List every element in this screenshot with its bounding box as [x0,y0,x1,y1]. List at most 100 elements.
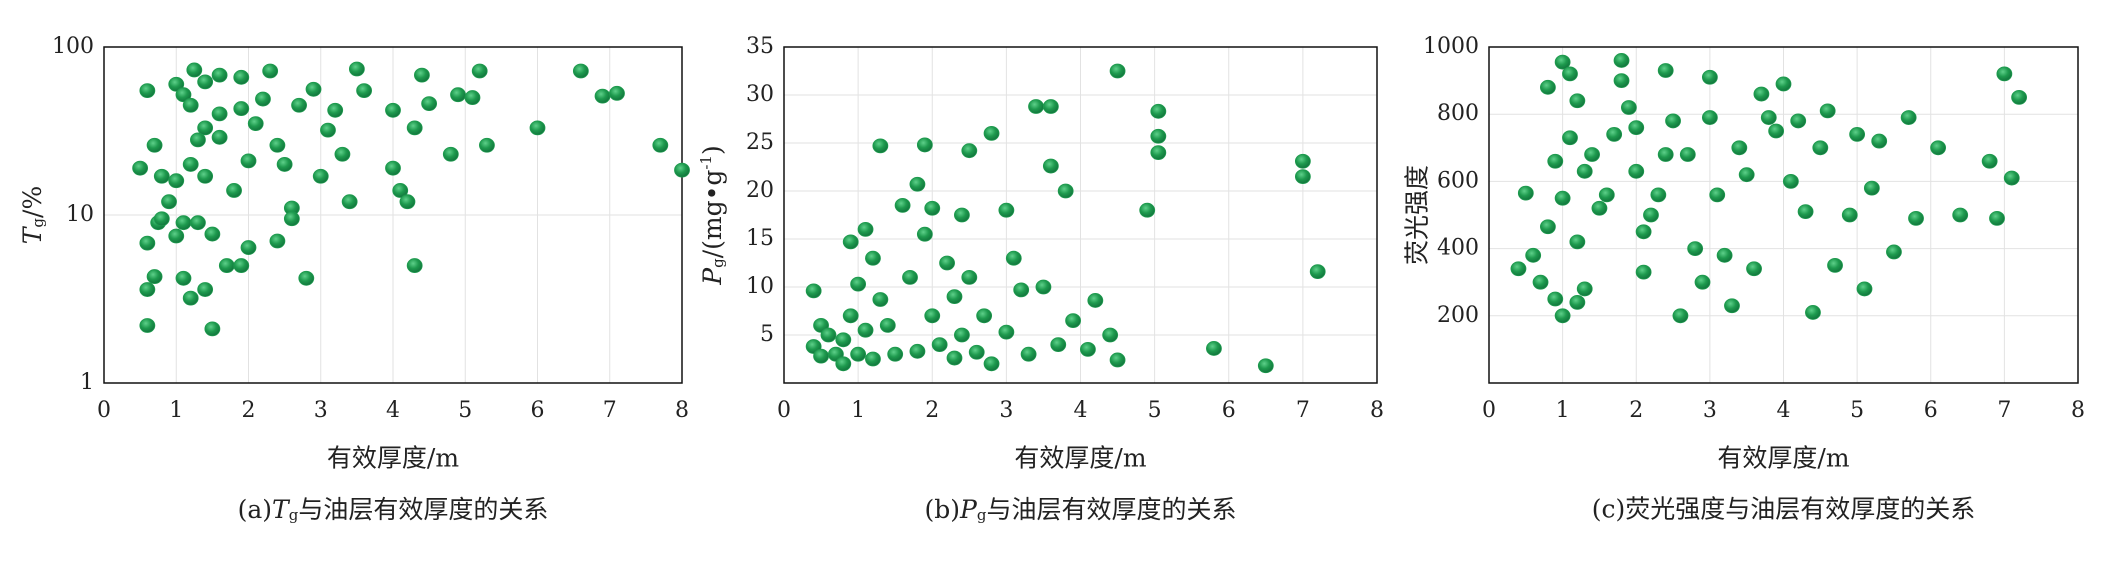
scatter-point [1562,130,1578,146]
scatter-point [1628,163,1645,179]
scatter-point [1035,279,1052,295]
scatter-point [255,91,271,107]
scatter-point [1930,140,1947,156]
scatter-point [1871,133,1888,149]
scatter-point [1900,110,1917,125]
scatter-point [1908,210,1924,226]
scatter-point [842,234,859,250]
scatter-point [805,283,822,299]
scatter-point [1863,180,1880,196]
scatter-point [1598,187,1615,203]
scatter-point [1760,110,1777,125]
scatter-point [961,269,978,285]
scatter-point [865,351,881,367]
x-tick-label: 5 [1850,398,1864,423]
scatter-point [1650,187,1667,203]
scatter-point [946,350,963,366]
scatter-point [233,258,250,273]
scatter-point [421,96,438,112]
y-tick-label: 5 [760,322,774,347]
scatter-point [132,160,149,176]
scatter-point [954,327,970,343]
scatter-point [1569,294,1586,310]
x-tick-label: 2 [242,398,256,423]
y-tick-label: 400 [1437,236,1479,261]
scatter-point [168,173,185,189]
scatter-point [197,74,214,90]
scatter-point [1790,113,1807,129]
scatter-point [190,215,206,231]
text-part: P [698,267,727,286]
scatter-point [1065,313,1081,329]
scatter-point [153,211,170,227]
scatter-point [269,137,286,153]
scatter-point [1005,250,1022,266]
scatter-point [1525,247,1542,263]
scatter-point [1694,274,1711,290]
scatter-point [175,215,192,231]
x-tick-label: 1 [169,398,183,423]
scatter-point [850,276,867,292]
scatter-point [916,226,933,242]
scatter-point [442,146,459,162]
y-tick-label: 200 [1437,303,1479,328]
scatter-point [240,153,257,169]
scatter-point [1981,153,1998,169]
y-tick-label: 1000 [1423,34,1479,59]
scatter-point [1547,153,1564,169]
scatter-point [1020,346,1037,362]
plot-frame [783,46,1378,384]
scatter-point [464,90,481,105]
scatter-point [1672,308,1689,324]
scatter-point [1849,126,1866,142]
scatter-point [1294,169,1311,185]
scatter-point [1080,341,1096,357]
x-tick-label: 4 [1777,398,1791,423]
scatter-point [813,348,829,364]
scatter-point [1768,123,1785,139]
x-tick-label: 7 [603,398,617,423]
y-tick-label: 800 [1437,101,1479,126]
scatter-point [1643,207,1659,223]
scatter-point [1657,147,1674,162]
text-part: ) [698,145,727,155]
scatter-point [1109,352,1126,368]
scatter-point [1628,120,1645,136]
scatter-point [1087,293,1104,308]
x-tick-label: 3 [999,398,1013,423]
scatter-point [2011,90,2027,105]
scatter-point [291,97,307,113]
scatter-point [572,63,589,79]
scatter-point [835,332,852,348]
x-tick-label: 4 [386,398,400,423]
scatter-point [175,87,192,103]
y-tick-label: 100 [52,34,94,59]
scatter-point [1576,163,1593,179]
x-tick-label: 5 [1148,398,1162,423]
x-tick-label: 2 [925,398,939,423]
scatter-point [529,120,546,136]
x-axis-label: 有效厚度/m [1717,444,1849,473]
text-part: -1 [697,155,715,170]
scatter-point [269,233,286,249]
scatter-point [1753,86,1770,102]
scatter-point [1028,99,1044,114]
x-tick-label: 8 [1370,398,1384,423]
scatter-point [1547,291,1564,307]
scatter-point [139,235,156,251]
scatter-point [1554,308,1571,324]
y-tick-label: 600 [1437,168,1479,193]
scatter-point [968,344,985,360]
scatter-point [820,327,837,343]
scatter-point [1206,341,1222,356]
text-part: g [289,506,299,524]
scatter-point [2003,170,2020,186]
scatter-point [168,228,185,244]
scatter-point [327,102,344,118]
plot-frame [1488,46,2079,384]
scatter-point [924,308,941,324]
scatter-point [594,88,611,104]
scatter-point [204,321,221,337]
scatter-point [276,157,293,172]
scatter-point [946,289,963,305]
